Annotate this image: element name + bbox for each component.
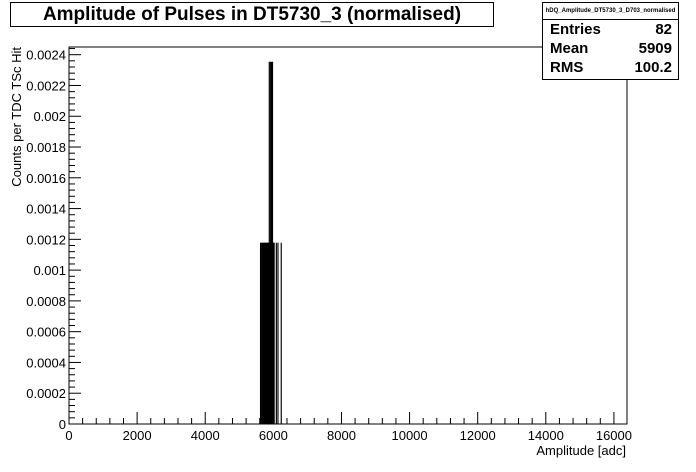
y-tick-label: 0.0008 [26, 294, 66, 309]
y-tick-label: 0.0012 [26, 232, 66, 247]
y-tick-label: 0.0018 [26, 140, 66, 155]
y-tick-label: 0.0014 [26, 202, 66, 217]
x-tick-label: 8000 [327, 428, 356, 443]
stats-histogram-name: hDQ_Amplitude_DT5730_3_D703_normalised [543, 3, 678, 20]
stats-value: 100.2 [634, 59, 672, 76]
y-tick-label: 0.0022 [26, 78, 66, 93]
y-tick-label: 0.0004 [26, 355, 66, 370]
stats-label: Mean [550, 40, 589, 57]
x-tick-label: 10000 [391, 428, 427, 443]
histogram-bar [259, 242, 262, 425]
y-axis: 0 0.0002 0.0004 0.0006 0.0008 0.001 0.0012 0.00… [26, 48, 81, 432]
x-axis-label: Amplitude [adc] [536, 443, 626, 458]
x-axis: 0 2000 4000 6000 8000 10000 12000 14000 16000 [65, 412, 632, 443]
y-tick-label: 0.002 [33, 109, 66, 124]
stats-label: Entries [550, 21, 601, 38]
stats-value: 5909 [638, 40, 672, 57]
histogram-bars [259, 61, 282, 425]
stats-row-mean: Mean 5909 [543, 39, 678, 58]
histogram-bar [275, 242, 277, 425]
y-tick-label: 0.0016 [26, 171, 66, 186]
histogram-bar [280, 242, 282, 425]
plot-frame [68, 46, 628, 425]
x-tick-label: 0 [65, 428, 72, 443]
stats-row-rms: RMS 100.2 [543, 58, 678, 77]
chart-title: Amplitude of Pulses in DT5730_3 (normali… [42, 4, 462, 25]
stats-row-entries: Entries 82 [543, 20, 678, 39]
stats-label: RMS [550, 59, 584, 76]
y-tick-label: 0.001 [33, 263, 66, 278]
x-tick-label: 12000 [460, 428, 496, 443]
x-tick-label: 2000 [123, 428, 152, 443]
chart-title-box: Amplitude of Pulses in DT5730_3 (normali… [10, 2, 494, 27]
histogram-bar [277, 242, 279, 425]
y-axis-label: Counts per TDC TSc Hit [9, 47, 24, 187]
stats-value: 82 [655, 21, 672, 38]
y-tick-label: 0.0006 [26, 325, 66, 340]
x-tick-label: 4000 [191, 428, 220, 443]
y-tick-label: 0.0002 [26, 386, 66, 401]
x-tick-label: 14000 [528, 428, 564, 443]
x-tick-label: 16000 [596, 428, 632, 443]
x-tick-label: 6000 [259, 428, 288, 443]
y-tick-label: 0.0024 [26, 48, 66, 63]
histogram-bar [273, 242, 275, 425]
y-tick-label: 0 [59, 417, 66, 432]
stats-box: hDQ_Amplitude_DT5730_3_D703_normalised E… [542, 2, 679, 80]
